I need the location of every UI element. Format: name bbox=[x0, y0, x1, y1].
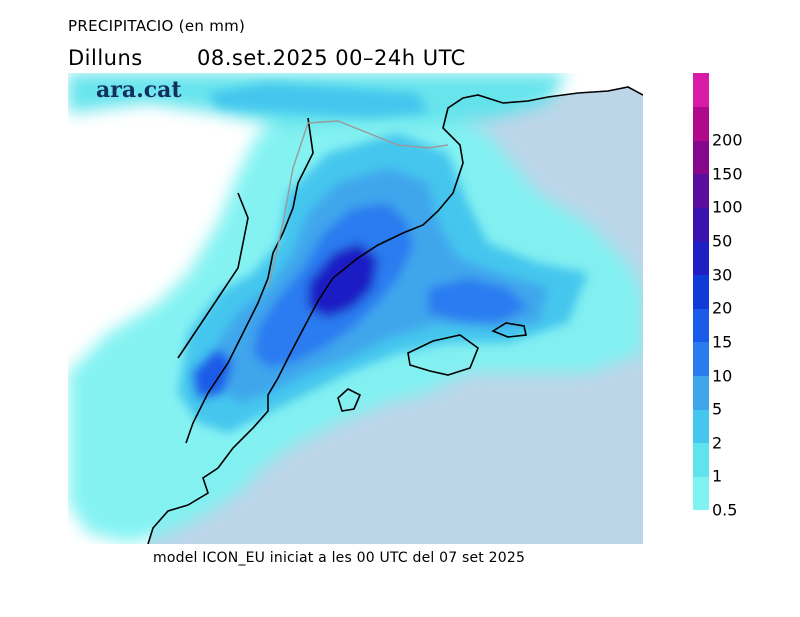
legend-swatch bbox=[693, 140, 709, 175]
mainland-coast bbox=[147, 86, 644, 545]
legend-label: 30 bbox=[712, 265, 733, 285]
precip-20mm-south bbox=[193, 348, 233, 398]
legend-label: 2 bbox=[712, 433, 723, 453]
legend-label: 15 bbox=[712, 332, 733, 352]
legend-label: 0.5 bbox=[712, 500, 738, 520]
legend-swatch bbox=[693, 73, 709, 108]
date-range-label: 08.set.2025 00–24h UTC bbox=[197, 46, 466, 70]
menorca-coast bbox=[491, 322, 527, 338]
legend-swatch bbox=[693, 173, 709, 208]
legend-swatch bbox=[693, 308, 709, 343]
legend-label: 150 bbox=[712, 164, 743, 184]
border-line bbox=[267, 120, 449, 289]
inland-border-1 bbox=[185, 117, 314, 444]
precipitation-legend bbox=[693, 73, 709, 511]
precip-10mm-east bbox=[428, 278, 528, 323]
model-info: model ICON_EU iniciat a les 00 UTC del 0… bbox=[153, 550, 526, 566]
precip-layer-strong bbox=[193, 168, 548, 403]
mallorca-coast bbox=[407, 334, 479, 376]
ara-cat-logo: ara.cat bbox=[96, 77, 182, 103]
chart-title: PRECIPITACIO (en mm) bbox=[68, 17, 246, 35]
legend-swatch bbox=[693, 442, 709, 477]
legend-label: 50 bbox=[712, 231, 733, 251]
precip-2mm-north bbox=[208, 83, 428, 118]
day-label: Dilluns bbox=[68, 46, 143, 70]
legend-swatch bbox=[693, 375, 709, 410]
precipitation-map bbox=[68, 73, 644, 545]
legend-swatch bbox=[693, 409, 709, 444]
legend-swatch bbox=[693, 241, 709, 276]
map-canvas bbox=[68, 73, 644, 545]
ibiza-coast bbox=[337, 388, 362, 412]
legend-label: 200 bbox=[712, 130, 743, 150]
legend-swatch bbox=[693, 207, 709, 242]
legend-swatch bbox=[693, 341, 709, 377]
legend-swatch bbox=[693, 274, 709, 309]
legend-label: 10 bbox=[712, 366, 733, 386]
precip-20mm-core bbox=[308, 243, 378, 318]
legend-label: 100 bbox=[712, 197, 743, 217]
legend-label: 20 bbox=[712, 298, 733, 318]
legend-label: 5 bbox=[712, 399, 723, 419]
coastline bbox=[147, 86, 644, 545]
legend-swatch bbox=[693, 106, 709, 141]
legend-label: 1 bbox=[712, 466, 723, 486]
legend-swatch bbox=[693, 476, 709, 511]
inland-border-2 bbox=[177, 192, 249, 359]
